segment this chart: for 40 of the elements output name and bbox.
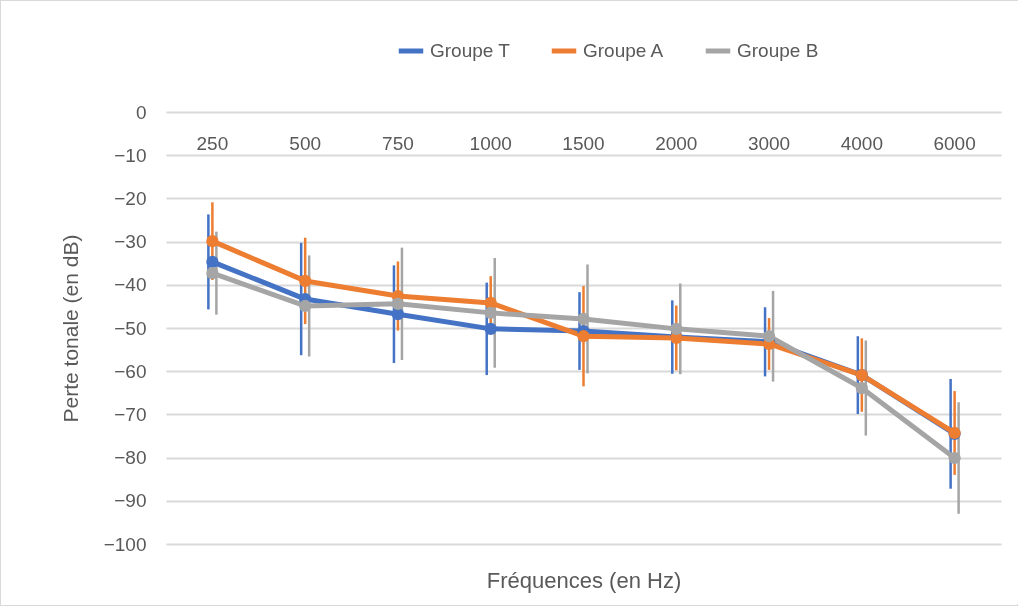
y-tick-label: −100 [103,533,147,555]
point [762,330,776,343]
legend-label: Groupe A [583,40,664,61]
point [577,312,590,326]
y-tick-label: −30 [114,231,147,253]
x-tick-label: 4000 [840,132,883,154]
point [948,451,961,465]
y-tick-label: −40 [114,274,147,296]
point [299,274,312,288]
x-tick-label: 6000 [933,132,976,154]
point [484,306,497,319]
x-tick-label: 1000 [469,132,512,154]
point [484,322,497,335]
y-tick-label: 0 [135,101,147,123]
point [206,267,219,280]
legend-label: Groupe T [430,40,511,61]
y-tick-label: −80 [114,447,147,469]
y-tick-label: −90 [114,490,147,512]
x-axis-title: Fréquences (en Hz) [486,567,682,593]
point [577,330,590,343]
point [855,381,868,395]
point [391,297,405,310]
x-tick-label: 250 [196,132,229,154]
point [670,322,683,335]
x-tick-label: 1500 [562,132,605,154]
y-tick-label: −20 [114,187,147,209]
point [206,255,219,269]
point [299,299,312,313]
y-tick-label: −60 [114,360,147,382]
y-tick-label: −70 [114,403,147,425]
y-axis-title: Perte tonale (en dB) [58,234,82,423]
point [206,235,219,248]
legend-label: Groupe B [737,40,819,61]
y-tick-label: −50 [114,317,147,339]
x-tick-label: 500 [289,132,322,154]
x-tick-label: 3000 [747,132,791,154]
x-tick-label: 750 [382,132,414,154]
y-tick-label: −10 [114,144,147,166]
x-tick-label: 2000 [655,132,698,154]
point [391,308,405,321]
